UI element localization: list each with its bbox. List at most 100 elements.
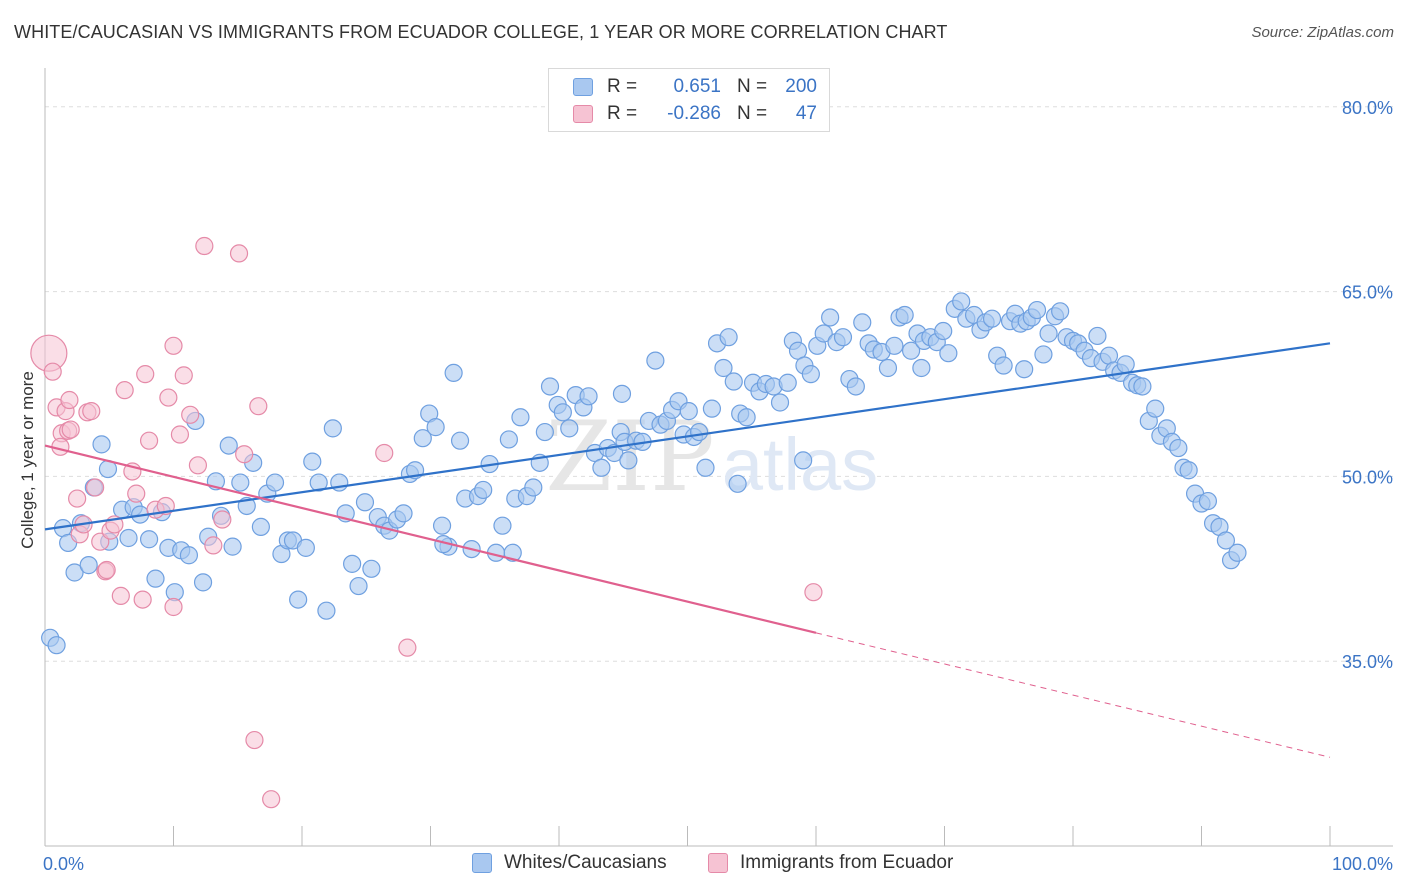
point-whites-95 xyxy=(646,351,665,370)
point-whites-41 xyxy=(309,473,328,492)
point-whites-152 xyxy=(994,356,1013,375)
point-whites-42 xyxy=(317,601,336,620)
point-whites-47 xyxy=(349,576,368,596)
point-whites-91 xyxy=(619,451,638,470)
legend-r-value: -0.286 xyxy=(667,103,721,124)
point-ecuador-32 xyxy=(188,456,208,475)
point-whites-49 xyxy=(362,559,381,578)
series-label-whites: Whites/Caucasians xyxy=(504,852,667,873)
y-axis-label: College, 1 year or more xyxy=(18,371,37,549)
point-whites-27 xyxy=(219,436,238,455)
point-whites-81 xyxy=(560,419,579,438)
legend-n-key: N = xyxy=(737,103,768,124)
point-whites-162 xyxy=(1051,302,1070,321)
point-whites-67 xyxy=(474,480,493,500)
point-whites-192 xyxy=(1228,543,1247,562)
point-whites-143 xyxy=(939,344,958,363)
point-ecuador-36 xyxy=(235,445,254,464)
point-whites-117 xyxy=(778,373,797,392)
point-whites-29 xyxy=(231,473,250,492)
grid-lines xyxy=(45,106,1393,662)
point-whites-105 xyxy=(702,399,722,418)
legend-n-key: N = xyxy=(737,76,768,97)
point-ecuador-17 xyxy=(111,586,130,606)
point-ecuador-46 xyxy=(213,510,232,529)
x-tick-label-1: 100.0% xyxy=(1332,854,1393,874)
point-whites-108 xyxy=(719,328,738,347)
point-whites-198 xyxy=(912,358,931,378)
point-whites-136 xyxy=(895,305,914,325)
legend-n-value: 47 xyxy=(795,103,817,124)
point-ecuador-39 xyxy=(262,790,281,809)
point-whites-15 xyxy=(139,530,159,549)
point-ecuador-28 xyxy=(164,597,183,617)
points-ecuador xyxy=(30,236,823,809)
point-whites-160 xyxy=(1039,324,1058,343)
point-whites-77 xyxy=(535,422,554,442)
tick-labels: 35.0% 50.0% 65.0% 80.0% 0.0% 100.0% xyxy=(43,98,1393,874)
point-ecuador-13 xyxy=(91,532,110,551)
point-whites-60 xyxy=(432,516,452,535)
point-whites-48 xyxy=(355,493,375,512)
y-tick-label-2: 65.0% xyxy=(1342,283,1393,303)
point-whites-193 xyxy=(728,474,747,493)
point-ecuador-20 xyxy=(127,484,146,503)
point-whites-21 xyxy=(179,546,199,565)
source-credit: Source: ZipAtlas.com xyxy=(1251,24,1394,41)
point-whites-109 xyxy=(724,372,743,391)
point-whites-43 xyxy=(323,419,342,438)
point-whites-159 xyxy=(1034,345,1053,364)
point-whites-190 xyxy=(1216,531,1236,550)
point-whites-78 xyxy=(540,377,560,396)
y-tick-label-3: 80.0% xyxy=(1342,98,1393,118)
point-whites-62 xyxy=(444,363,463,383)
point-whites-70 xyxy=(493,516,512,535)
legend-row-ecuador: R = -0.286 N = 47 xyxy=(573,101,817,127)
point-whites-73 xyxy=(511,408,530,427)
point-whites-4 xyxy=(65,563,84,582)
point-ecuador-7 xyxy=(68,489,87,508)
point-ecuador-43 xyxy=(97,560,116,580)
point-whites-84 xyxy=(579,387,598,406)
point-ecuador-30 xyxy=(174,366,193,385)
point-whites-101 xyxy=(679,402,698,421)
point-whites-199 xyxy=(1015,360,1034,379)
point-ecuador-38 xyxy=(249,397,268,416)
point-whites-63 xyxy=(450,431,470,450)
point-whites-182 xyxy=(1169,438,1188,458)
point-whites-195 xyxy=(612,384,632,403)
point-whites-197 xyxy=(503,543,522,562)
point-whites-1 xyxy=(47,636,66,655)
stats-legend: R = 0.651 N = 200 R = -0.286 N = 47 xyxy=(548,68,830,132)
point-whites-80 xyxy=(553,403,572,422)
point-whites-116 xyxy=(770,393,790,412)
point-whites-32 xyxy=(251,517,270,537)
series-legend-ecuador: Immigrants from Ecuador xyxy=(708,852,953,874)
point-ecuador-21 xyxy=(133,590,152,609)
point-whites-129 xyxy=(853,313,872,332)
point-whites-150 xyxy=(982,309,1002,328)
point-whites-126 xyxy=(833,328,853,347)
point-whites-133 xyxy=(878,358,898,378)
point-ecuador-41 xyxy=(398,638,417,657)
series-label-ecuador: Immigrants from Ecuador xyxy=(740,852,954,873)
point-whites-137 xyxy=(901,341,921,360)
point-whites-34 xyxy=(265,473,285,492)
point-ecuador-27 xyxy=(164,336,183,355)
point-ecuador-40 xyxy=(375,443,394,463)
series-swatch-blue xyxy=(472,853,492,873)
point-whites-71 xyxy=(499,430,518,449)
point-whites-124 xyxy=(821,308,840,327)
point-ecuador-35 xyxy=(229,244,249,263)
point-ecuador-37 xyxy=(245,730,264,750)
point-whites-46 xyxy=(343,554,362,573)
point-ecuador-34 xyxy=(204,536,223,555)
point-whites-16 xyxy=(146,569,165,588)
axes xyxy=(44,68,1393,847)
point-ecuador-11 xyxy=(82,402,101,421)
point-whites-123 xyxy=(814,324,833,343)
point-whites-176 xyxy=(1133,377,1152,396)
point-whites-39 xyxy=(296,538,315,557)
y-tick-label-1: 50.0% xyxy=(1342,467,1393,487)
